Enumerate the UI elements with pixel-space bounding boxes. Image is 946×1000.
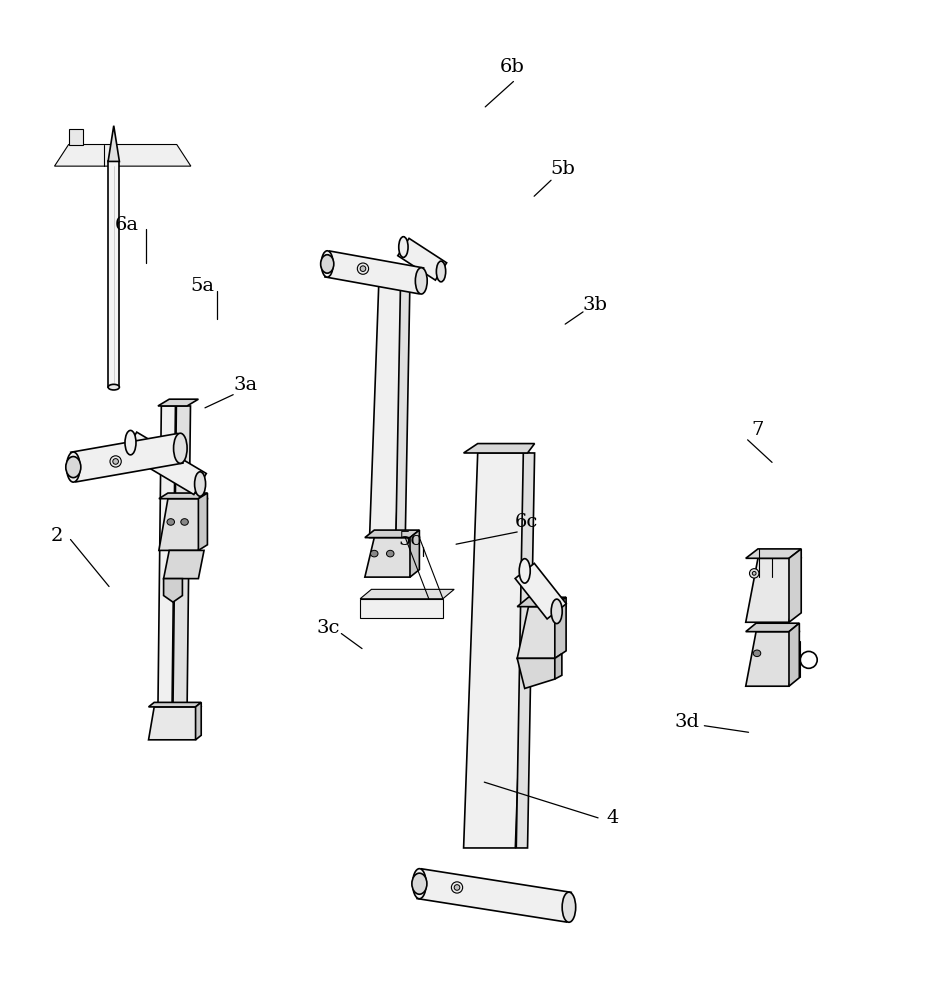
Polygon shape	[397, 238, 447, 280]
Text: 3c: 3c	[316, 619, 340, 637]
Polygon shape	[464, 444, 534, 453]
Ellipse shape	[195, 472, 205, 496]
Polygon shape	[745, 558, 801, 622]
Polygon shape	[789, 623, 799, 686]
Polygon shape	[199, 493, 207, 550]
Ellipse shape	[125, 430, 136, 455]
Ellipse shape	[451, 882, 463, 893]
Ellipse shape	[173, 433, 187, 463]
Polygon shape	[149, 707, 201, 740]
Ellipse shape	[358, 263, 369, 274]
Ellipse shape	[66, 452, 80, 482]
Ellipse shape	[66, 457, 80, 478]
Ellipse shape	[167, 519, 174, 525]
Ellipse shape	[436, 261, 446, 282]
Polygon shape	[164, 550, 204, 579]
Text: 6b: 6b	[500, 58, 525, 76]
Text: 6a: 6a	[114, 216, 139, 234]
Polygon shape	[365, 530, 419, 538]
Polygon shape	[464, 453, 530, 848]
Polygon shape	[69, 129, 82, 145]
Polygon shape	[516, 563, 567, 619]
Ellipse shape	[753, 650, 761, 657]
Polygon shape	[417, 869, 571, 922]
Text: 5a: 5a	[190, 277, 214, 295]
Polygon shape	[554, 654, 562, 679]
Ellipse shape	[519, 559, 530, 583]
Polygon shape	[164, 579, 183, 602]
Text: 7: 7	[752, 421, 764, 439]
Text: 3a: 3a	[234, 376, 257, 394]
Polygon shape	[159, 493, 207, 499]
Text: 5b: 5b	[550, 160, 575, 178]
Polygon shape	[745, 623, 799, 632]
Polygon shape	[324, 251, 424, 294]
Ellipse shape	[110, 456, 121, 467]
Ellipse shape	[552, 599, 562, 624]
Ellipse shape	[454, 885, 460, 890]
Polygon shape	[360, 589, 454, 599]
Text: 5c: 5c	[398, 531, 422, 549]
Text: 6c: 6c	[515, 513, 538, 531]
Polygon shape	[517, 607, 566, 658]
Ellipse shape	[412, 869, 426, 899]
Polygon shape	[108, 161, 119, 387]
Polygon shape	[360, 599, 443, 618]
Text: 2: 2	[51, 527, 63, 545]
Polygon shape	[173, 406, 190, 707]
Polygon shape	[158, 399, 199, 406]
Ellipse shape	[108, 384, 119, 390]
Polygon shape	[745, 632, 799, 686]
Ellipse shape	[562, 892, 576, 922]
Polygon shape	[55, 145, 191, 166]
Text: 3d: 3d	[674, 713, 700, 731]
Polygon shape	[159, 499, 207, 550]
Polygon shape	[158, 406, 175, 707]
Ellipse shape	[321, 255, 334, 273]
Polygon shape	[789, 549, 801, 622]
Text: 3b: 3b	[583, 296, 607, 314]
Polygon shape	[365, 538, 419, 577]
Ellipse shape	[412, 873, 427, 894]
Ellipse shape	[113, 459, 118, 464]
Polygon shape	[370, 271, 410, 279]
Ellipse shape	[415, 268, 428, 294]
Ellipse shape	[322, 251, 333, 277]
Ellipse shape	[360, 266, 366, 271]
Polygon shape	[745, 549, 801, 558]
Ellipse shape	[399, 237, 408, 257]
Ellipse shape	[749, 569, 759, 578]
Polygon shape	[196, 702, 201, 740]
Ellipse shape	[371, 550, 378, 557]
Polygon shape	[517, 658, 554, 688]
Ellipse shape	[181, 519, 188, 525]
Text: 4: 4	[606, 809, 619, 827]
Polygon shape	[395, 279, 410, 538]
Polygon shape	[410, 530, 419, 577]
Polygon shape	[71, 433, 183, 482]
Polygon shape	[149, 702, 201, 707]
Polygon shape	[554, 597, 566, 658]
Polygon shape	[108, 126, 119, 161]
Polygon shape	[124, 432, 206, 495]
Ellipse shape	[752, 571, 756, 575]
Polygon shape	[517, 453, 534, 848]
Ellipse shape	[387, 550, 394, 557]
Polygon shape	[517, 597, 566, 607]
Polygon shape	[370, 279, 405, 538]
